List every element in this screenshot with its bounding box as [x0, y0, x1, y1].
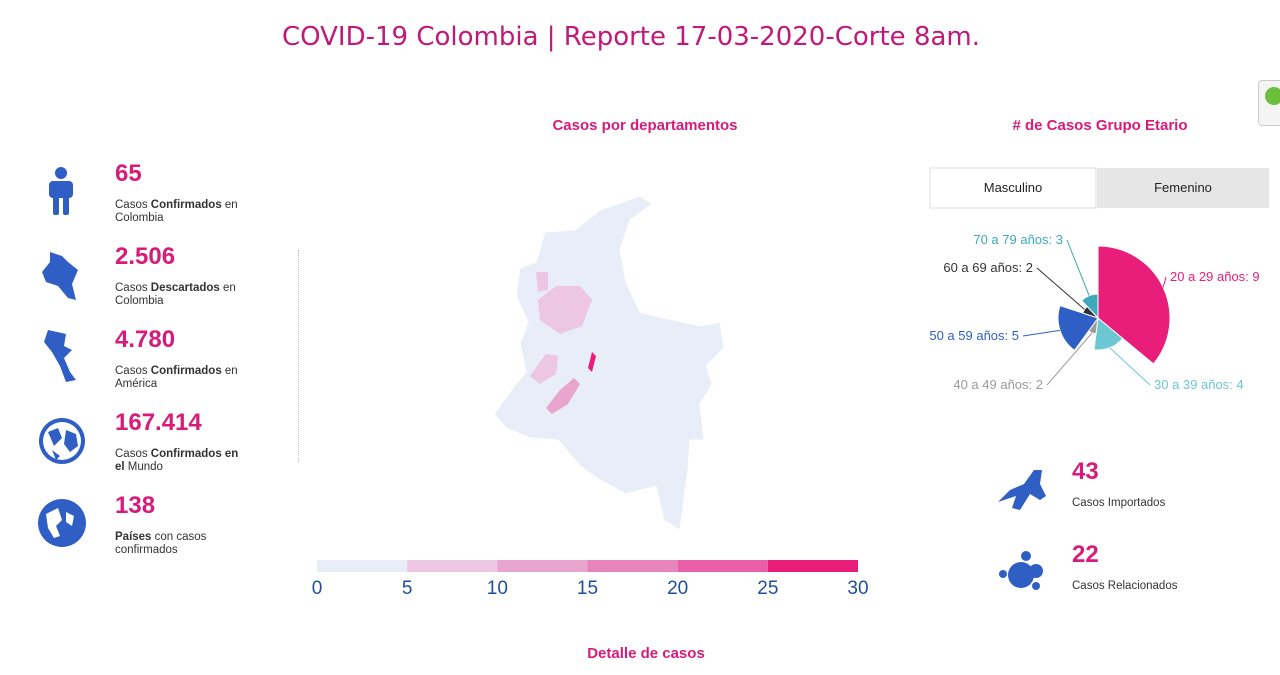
stat-label-part: en Colombia	[115, 282, 236, 307]
stat-number: 167.414	[115, 409, 202, 436]
stat-number: 4.780	[115, 326, 176, 353]
legend-segment	[587, 560, 678, 572]
map-title: Casos por departamentos	[552, 117, 738, 134]
world-icon	[39, 418, 85, 464]
stat-label-part: Países	[115, 531, 152, 543]
legend-segment	[407, 560, 498, 572]
stat-label-part: Mundo	[124, 461, 163, 473]
stat-label-part: Casos	[115, 448, 151, 460]
tab[interactable]	[1097, 168, 1269, 208]
stat-label: Casos Descartados en Colombia	[115, 282, 240, 308]
stat-label: Casos Relacionados	[1072, 580, 1178, 592]
stat-number: 65	[115, 160, 142, 187]
relations-icon	[999, 551, 1043, 590]
stat-label: Casos Confirmados en América	[115, 365, 240, 391]
divider	[298, 250, 299, 462]
pie-label: 20 a 29 años: 9	[1170, 269, 1260, 284]
leader-line	[1046, 332, 1093, 386]
pie-label: 70 a 79 años: 3	[973, 232, 1063, 247]
person-icon	[49, 167, 73, 215]
pie-label: 30 a 39 años: 4	[1154, 377, 1244, 392]
page-title: COVID-19 Colombia | Reporte 17-03-2020-C…	[281, 22, 981, 52]
detail-title: Detalle de casos	[587, 645, 705, 662]
pie-wedge	[1093, 317, 1124, 351]
department	[530, 354, 558, 384]
pie-label: 60 a 69 años: 2	[943, 260, 1033, 275]
stat-label-part: Confirmados	[150, 199, 222, 211]
stat-label-part: con casos confirmados	[115, 531, 207, 556]
validation-badge[interactable]	[1258, 80, 1280, 126]
legend-tick-label: 5	[402, 578, 413, 599]
plane-icon	[998, 470, 1046, 510]
legend-tick-label: 30	[847, 578, 868, 599]
legend-tick-label: 0	[312, 578, 323, 599]
legend-tick-label: 25	[757, 578, 778, 599]
leader-line	[1036, 267, 1085, 310]
legend-segment	[767, 560, 858, 572]
leader-line	[1022, 329, 1061, 337]
america-icon	[44, 330, 76, 382]
stat-label-part: Casos	[115, 365, 151, 377]
stat-label: Casos Confirmados en Colombia	[115, 199, 240, 225]
legend-tick-label: 15	[577, 578, 598, 599]
stat-label-part: Confirmados en el	[115, 448, 239, 473]
legend-segment	[497, 560, 588, 572]
legend-segment	[677, 560, 768, 572]
department	[588, 352, 596, 372]
stat-number: 22	[1072, 541, 1099, 568]
leader-line	[1109, 347, 1151, 386]
department	[536, 272, 548, 292]
department	[538, 286, 592, 334]
legend-tick-label: 10	[487, 578, 508, 599]
badge-icon	[1265, 87, 1280, 105]
stat-label-part: Confirmados	[150, 365, 222, 377]
tab-label: Masculino	[984, 180, 1043, 195]
stat-label-part: Descartados	[150, 282, 220, 294]
stat-label: Casos Confirmados en el Mundo	[115, 448, 240, 474]
legend-segment	[317, 560, 408, 572]
colombia-icon	[42, 252, 78, 300]
department	[546, 378, 580, 414]
legend-tick-label: 20	[667, 578, 688, 599]
stat-label: Casos Importados	[1072, 497, 1166, 509]
stat-label-part: Casos	[115, 199, 151, 211]
pie-wedge	[1080, 293, 1099, 320]
colombia-map	[493, 195, 725, 531]
stat-number: 43	[1072, 458, 1099, 485]
tab-label: Femenino	[1154, 180, 1212, 195]
stat-label: Países con casos confirmados	[115, 531, 240, 557]
leader-line	[1066, 239, 1090, 296]
stat-label-part: en Colombia	[115, 199, 238, 224]
leader-line	[1162, 276, 1167, 288]
stat-label-part: Casos	[115, 282, 151, 294]
pie-label: 40 a 49 años: 2	[953, 377, 1043, 392]
stat-number: 2.506	[115, 243, 176, 270]
stat-number: 138	[115, 492, 156, 519]
stat-label-part: en América	[115, 365, 238, 390]
age-title: # de Casos Grupo Etario	[1012, 117, 1188, 134]
tab[interactable]	[929, 167, 1097, 209]
pie-wedge	[1057, 305, 1099, 352]
pie-label: 50 a 59 años: 5	[929, 328, 1019, 343]
globe-icon	[38, 499, 86, 547]
